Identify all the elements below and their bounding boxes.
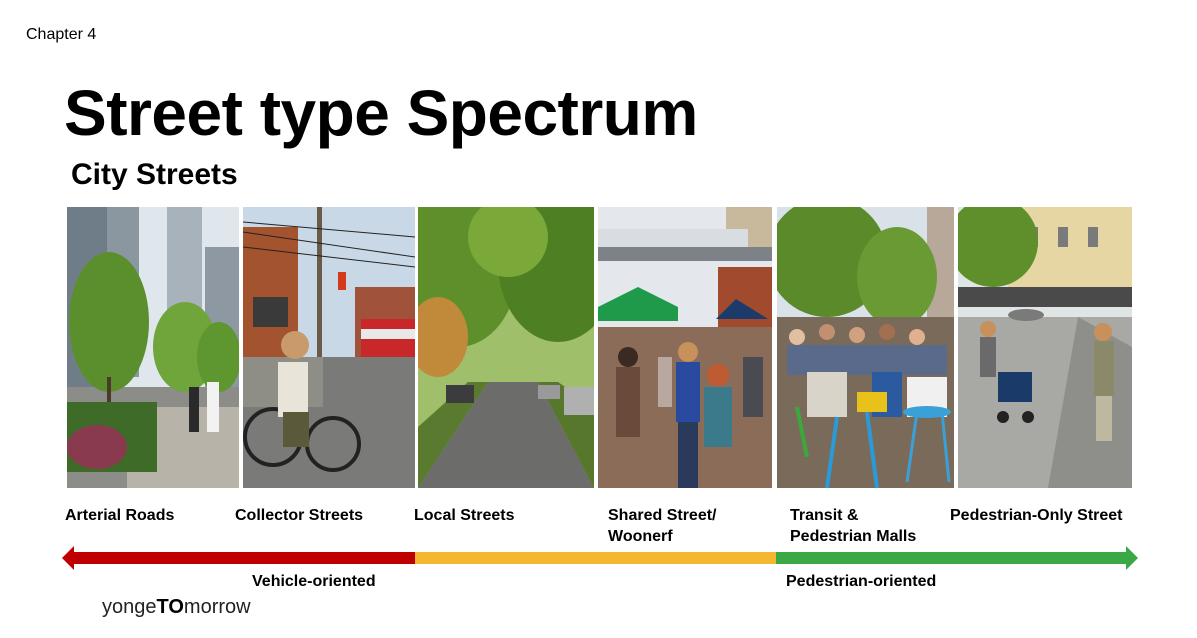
street-type-label-transit-malls: Transit & Pedestrian Malls — [790, 507, 917, 545]
spectrum-arrow — [62, 546, 1138, 570]
shared-street-photo — [598, 207, 772, 488]
street-type-label-pedestrian-only: Pedestrian-Only Street — [950, 507, 1123, 524]
logo-part-3: morrow — [183, 596, 251, 618]
street-type-label-local: Local Streets — [414, 507, 515, 524]
logo-part-2: TO — [156, 596, 184, 618]
pedestrian-only-photo — [958, 207, 1132, 488]
collector-streets-photo — [243, 207, 415, 488]
yonge-tomorrow-logo: yongeTOmorrow — [102, 596, 251, 619]
page-title: Street type Spectrum — [64, 77, 698, 149]
pedestrian-oriented-label: Pedestrian-oriented — [786, 573, 937, 590]
street-type-label-collector: Collector Streets — [235, 507, 364, 524]
logo-part-1: yonge — [102, 596, 157, 618]
street-type-label-shared: Shared Street/ Woonerf — [608, 507, 717, 545]
transit-malls-photo — [777, 207, 954, 488]
right-arrowhead — [1124, 546, 1138, 570]
pedestrian-segment — [776, 552, 1126, 564]
section-subtitle: City Streets — [71, 158, 238, 191]
vehicle-oriented-label: Vehicle-oriented — [252, 573, 376, 590]
local-streets-photo — [418, 207, 594, 488]
left-arrowhead — [62, 546, 76, 570]
street-type-label-arterial: Arterial Roads — [65, 507, 175, 524]
vehicle-segment — [74, 552, 415, 564]
chapter-label: Chapter 4 — [26, 26, 97, 43]
arterial-roads-photo — [67, 207, 239, 488]
mixed-segment — [415, 552, 776, 564]
